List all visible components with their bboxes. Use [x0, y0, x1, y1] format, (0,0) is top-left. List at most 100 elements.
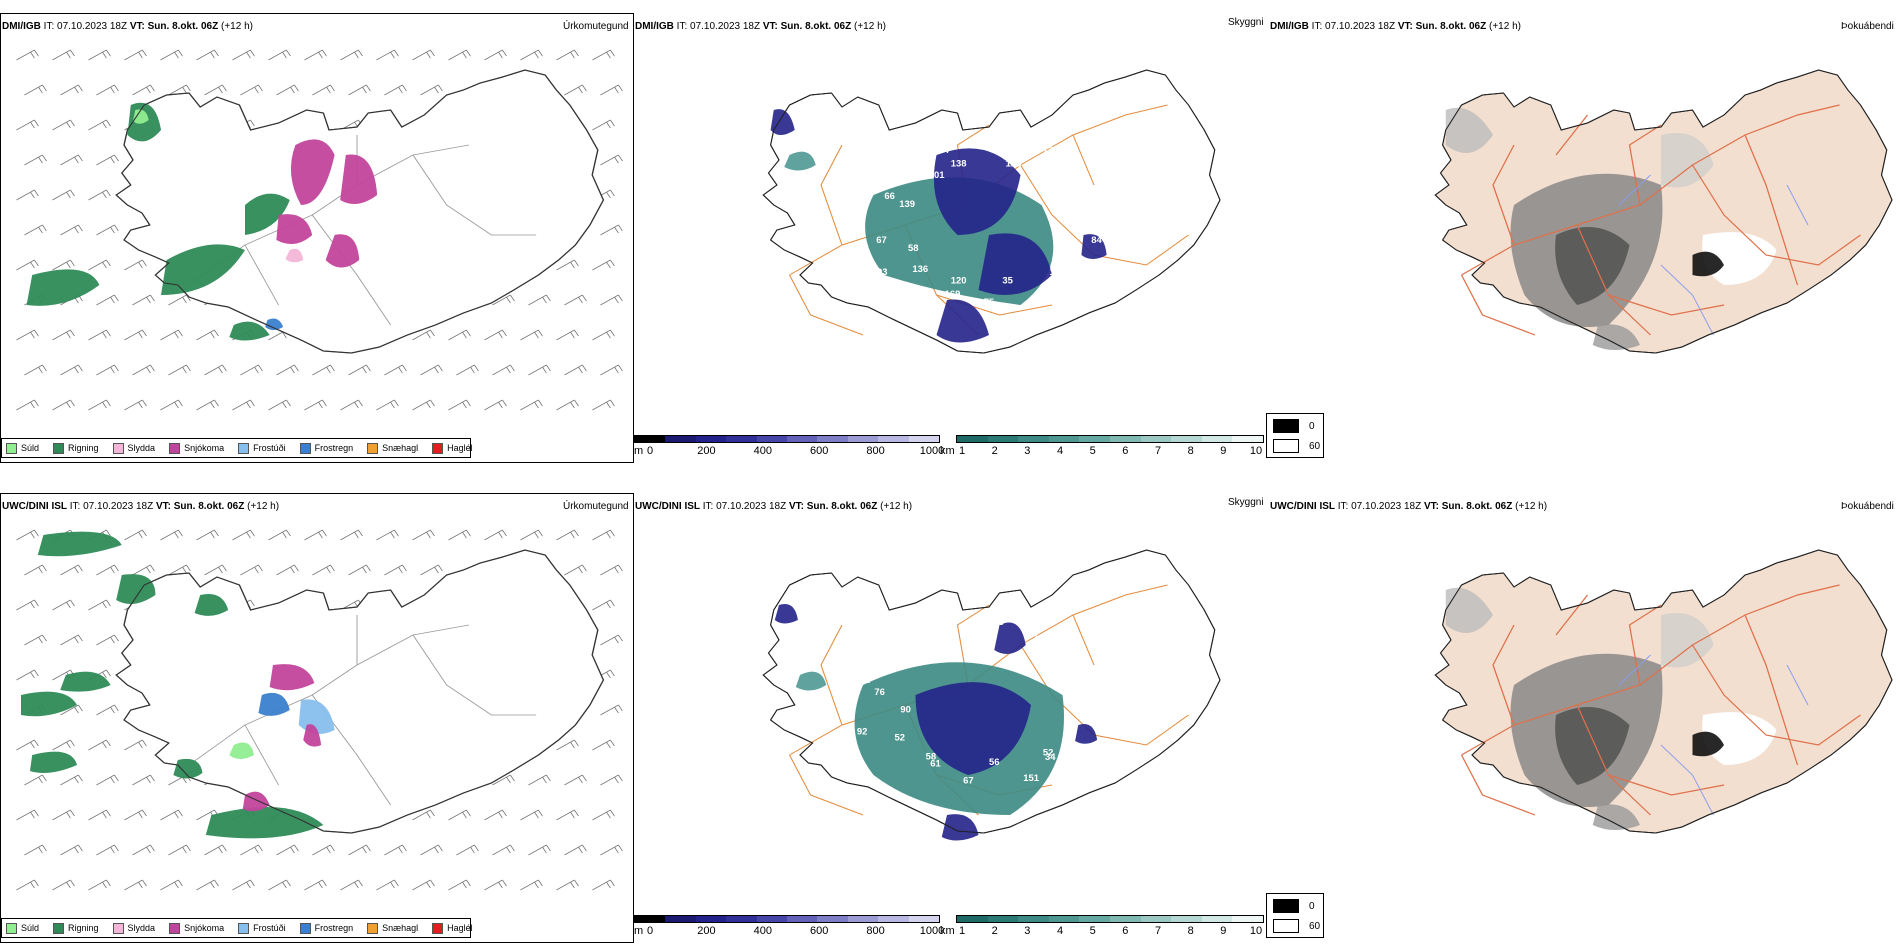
- precip-panel-row1: DMI/IGB IT: 07.10.2023 18Z VT: Sun. 8.ok…: [0, 13, 634, 463]
- visibility-value-label: 125: [1006, 159, 1022, 169]
- vt-label: VT:: [129, 21, 145, 32]
- colorbar-bin: [817, 916, 848, 922]
- precip-header: UWC/DINI ISL IT: 07.10.2023 18Z VT: Sun.…: [2, 501, 279, 513]
- legend-swatch: [238, 442, 250, 454]
- cloud-label: 60: [1309, 440, 1321, 452]
- colorbar-bin: [787, 436, 818, 442]
- colorbar-bin: [787, 916, 818, 922]
- visibility-value-label: 90: [900, 705, 911, 715]
- colorbar-bin: [756, 916, 788, 922]
- visibility-value-label: 92: [857, 727, 868, 737]
- visibility-map: 6189101345215156675861529290761218277102…: [762, 549, 1221, 841]
- visibility-value-label: 93: [877, 267, 888, 277]
- colorbar-bin: [1171, 916, 1202, 922]
- vt-value: Sun. 8.okt. 06Z: [1415, 21, 1487, 32]
- height-unit: m: [634, 925, 644, 937]
- legend-item: Súld: [6, 442, 39, 454]
- colorbar-tick-label: 2: [991, 925, 998, 937]
- visibility-value-label: 151: [1023, 773, 1039, 783]
- fog-panel-row1: 0 60 DMI/IGB IT: 07.10.2023 18Z VT: Sun. …: [1266, 13, 1900, 463]
- legend-swatch: [53, 442, 65, 454]
- legend-swatch: [112, 442, 124, 454]
- colorbar-tick-label: 5: [1089, 925, 1096, 937]
- colorbar-bin: [878, 916, 909, 922]
- vt-label: VT:: [1423, 501, 1439, 512]
- legend-item: Frostúði: [238, 922, 286, 934]
- precip-title: Úrkomutegund: [563, 21, 629, 32]
- precip-title: Úrkomutegund: [563, 501, 629, 512]
- visibility-title: Skyggni: [1228, 497, 1264, 508]
- legend-item: Rigning: [53, 922, 99, 934]
- legend-label: Rigning: [68, 443, 99, 453]
- precip-header: DMI/IGB IT: 07.10.2023 18Z VT: Sun. 8.ok…: [2, 21, 253, 33]
- colorbar-bin: [878, 436, 909, 442]
- colorbar-tick-label: 1: [958, 445, 966, 457]
- colorbar-tick-label: 200: [697, 925, 716, 937]
- colorbar-tick-label: 600: [810, 445, 829, 457]
- cloud-legend: 0 60: [1266, 893, 1324, 938]
- colorbar-bin: [908, 436, 940, 442]
- visibility-value-label: 72: [1043, 145, 1054, 155]
- it-label: IT:: [1311, 21, 1323, 32]
- precip-legend: Súld Rigning Slydda Snjókoma Frostúði Frostre…: [1, 438, 473, 458]
- visibility-value-label: 89: [1091, 717, 1102, 727]
- legend-label: Snæhagl: [382, 443, 419, 453]
- distance-unit: km: [940, 445, 955, 457]
- colorbar-tick-label: 6: [1122, 445, 1129, 457]
- colorbar-bin: [726, 916, 757, 922]
- visibility-value-label: 138: [951, 159, 967, 169]
- colorbar-bin: [987, 436, 1019, 442]
- it-value: 07.10.2023 18Z: [690, 21, 761, 32]
- legend-label: Frostúði: [253, 443, 286, 453]
- visibility-value-label: 56: [989, 757, 1000, 767]
- it-label: IT:: [676, 21, 688, 32]
- legend-item: Súld: [6, 922, 39, 934]
- colorbar-tick-label: 4: [1056, 445, 1064, 457]
- cloud-legend-row: 60: [1273, 439, 1320, 453]
- it-label: IT:: [702, 501, 714, 512]
- colorbar-tick-label: 800: [866, 445, 885, 457]
- height-colorbar: [634, 435, 940, 443]
- visibility-value-label: 67: [1066, 199, 1077, 209]
- vt-value: Sun. 8.okt. 06Z: [806, 501, 878, 512]
- colorbar-bin: [1079, 916, 1110, 922]
- colorbar-bin: [726, 436, 757, 442]
- fog-header: UWC/DINI ISL IT: 07.10.2023 18Z VT: Sun.…: [1270, 501, 1547, 513]
- visibility-value-label: 35: [1002, 276, 1013, 286]
- colorbar-tick-label: 9: [1220, 445, 1227, 457]
- colorbar-bin: [695, 916, 727, 922]
- vt-label: VT:: [788, 501, 804, 512]
- colorbar-bin: [957, 916, 988, 922]
- visibility-panel-row1: DMI/IGB IT: 07.10.2023 18Z VT: Sun. 8.ok…: [634, 13, 1270, 463]
- legend-swatch: [169, 922, 181, 934]
- colorbar-tick-label: 8: [1187, 445, 1194, 457]
- visibility-value-label: 57: [1052, 264, 1063, 274]
- it-value: 07.10.2023 18Z: [57, 21, 128, 32]
- legend-item: Frostregn: [299, 442, 353, 454]
- distance-unit: km: [940, 925, 955, 937]
- visibility-value-label: 101: [929, 170, 945, 180]
- visibility-title: Skyggni: [1228, 17, 1264, 28]
- fog-title: Þokuábendi: [1841, 21, 1894, 32]
- colorbar-tick-label: 6: [1122, 925, 1129, 937]
- visibility-value-label: 122: [965, 638, 981, 648]
- cloud-swatch: [1273, 899, 1299, 913]
- legend-label: Snjókoma: [184, 923, 225, 933]
- visibility-value-label: 139: [899, 199, 915, 209]
- it-label: IT:: [69, 501, 81, 512]
- colorbar-tick-label: 8: [1187, 925, 1194, 937]
- colorbar-bin: [756, 436, 788, 442]
- visibility-value-label: 66: [884, 191, 895, 201]
- legend-label: Haglél: [447, 923, 473, 933]
- legend-label: Frostúði: [253, 923, 286, 933]
- colorbar-bin: [1018, 916, 1049, 922]
- lead-time: (+12 h): [880, 501, 913, 512]
- cloud-label: 60: [1309, 920, 1321, 932]
- colorbar-bin: [665, 436, 696, 442]
- legend-item: Snæhagl: [367, 442, 419, 454]
- colorbar-tick-label: 400: [753, 445, 772, 457]
- colorbar-tick-label: 7: [1154, 925, 1162, 937]
- visibility-value-label: 136: [912, 264, 928, 274]
- vt-label: VT:: [762, 21, 778, 32]
